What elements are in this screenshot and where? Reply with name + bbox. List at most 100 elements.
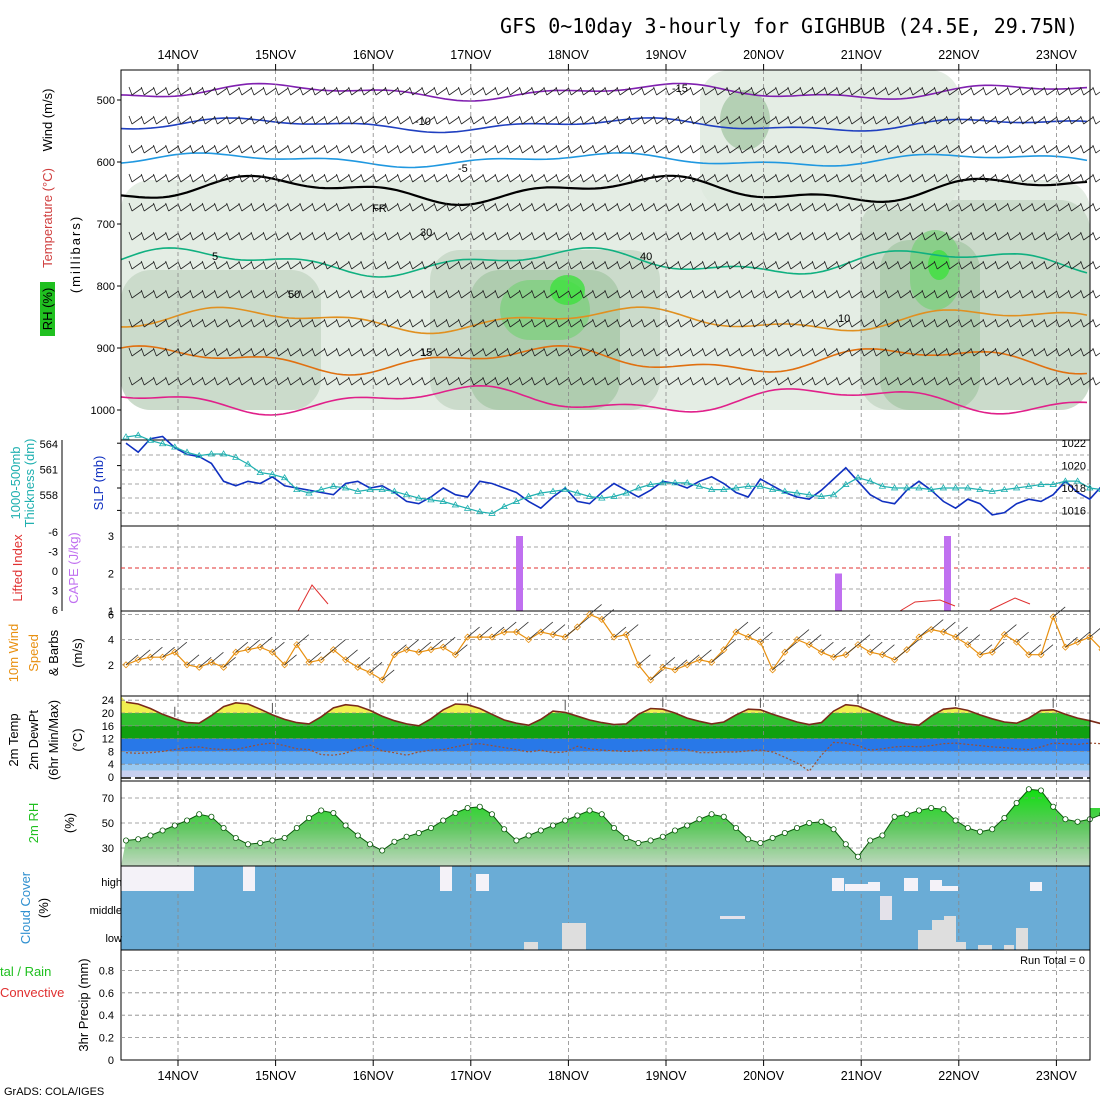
wind-speed-point [122,661,130,669]
rh-point [855,853,862,860]
wind-barb [531,86,545,96]
wind-barb [384,173,399,183]
wind-speed-point [952,633,960,641]
cloud-high-bar [121,866,161,891]
thickness-point [1025,482,1033,489]
rh-point [916,807,923,814]
wind-barb [311,376,326,386]
wind-barb [580,86,594,96]
thickness-point [366,485,374,493]
wind-barb [384,231,399,241]
wind-barb [211,651,224,663]
rh-point [794,825,801,832]
wind-barb [287,173,301,183]
wind-barb [775,289,789,299]
thickness-point [756,482,765,489]
tick-label: 0 [108,1055,114,1067]
rh-point [501,826,508,833]
wind-barb [421,347,436,357]
wind-barb [140,115,155,125]
wind-barb [198,657,212,668]
wind-barb [625,624,639,635]
rh-point [220,825,227,832]
wind-barb [711,651,724,663]
wind-barb [494,260,509,270]
wind-barb [348,115,362,125]
wind-barb [824,260,838,270]
wind-speed-point [488,633,496,641]
tick-label: 1020 [1062,461,1086,473]
wind-barb [580,318,594,328]
wind-barb [433,318,448,328]
isotherm-minus5 [120,152,1088,169]
wind-barb [1092,231,1100,241]
wind-barb [287,202,301,212]
wind-barb [1007,144,1021,154]
wind-barb [323,376,338,386]
wind-barb [580,260,594,270]
wind-barb [177,144,192,154]
wind-barb [567,115,582,125]
rh-point [391,838,398,845]
wind-barb [613,626,627,638]
wind-barb [897,318,911,328]
wind-barb [604,202,619,212]
wind-barb [360,144,375,154]
wind-barb [165,347,179,357]
wind-barb [628,260,643,270]
wind-barb [1019,376,1033,386]
wind-barb [287,347,301,357]
wind-barb [723,639,737,650]
wind-barb [665,347,680,357]
thickness-point [903,484,911,491]
wind-barb [519,260,533,270]
wind-barb [287,289,301,299]
wind-barb [787,115,802,125]
wind-barb [421,144,436,154]
wind-barb [235,641,249,653]
wind-barb [714,86,728,96]
wind-barb [872,231,887,241]
wind-barb [1007,115,1021,125]
wind-barb [165,289,179,299]
wind-barb [189,289,204,299]
wind-barb [445,289,460,299]
wind-barb [994,376,1009,386]
wind-speed-point [256,643,264,651]
wind-barb [494,115,509,125]
wind-barb [299,115,314,125]
wind-barb [979,644,993,656]
wind-barb [531,376,545,386]
wind-barb [275,144,289,154]
wind-speed-point [464,633,472,641]
wind-barb [299,318,314,328]
tick-label: 2 [108,569,114,581]
wind-barb [714,202,728,212]
wind-barb [458,115,472,125]
wind-barb [421,376,436,386]
cloud-level-low: low [105,933,122,945]
wind-barb [921,260,936,270]
tick-label: 500 [97,95,115,107]
wind-barb [933,86,948,96]
wind-barb [909,231,924,241]
wind-barb [641,231,655,241]
wind-barb [140,173,155,183]
wind-barb [738,260,753,270]
wind-barb [409,347,423,357]
wind-barb [799,231,814,241]
wind-barb [994,318,1009,328]
wind-barb [982,115,997,125]
thickness-point [781,487,789,494]
wind-barb [201,231,216,241]
wind-barb [336,289,350,299]
wind-barb [287,318,301,328]
rh-point [244,841,251,848]
wind-barb [177,347,192,357]
wind-barb [824,173,838,183]
wind-barb [226,173,240,183]
wind-barb [933,173,948,183]
wind-barb [677,289,692,299]
upper-label-millibars: (millibars) [68,215,83,293]
wind-speed-point [244,646,252,654]
